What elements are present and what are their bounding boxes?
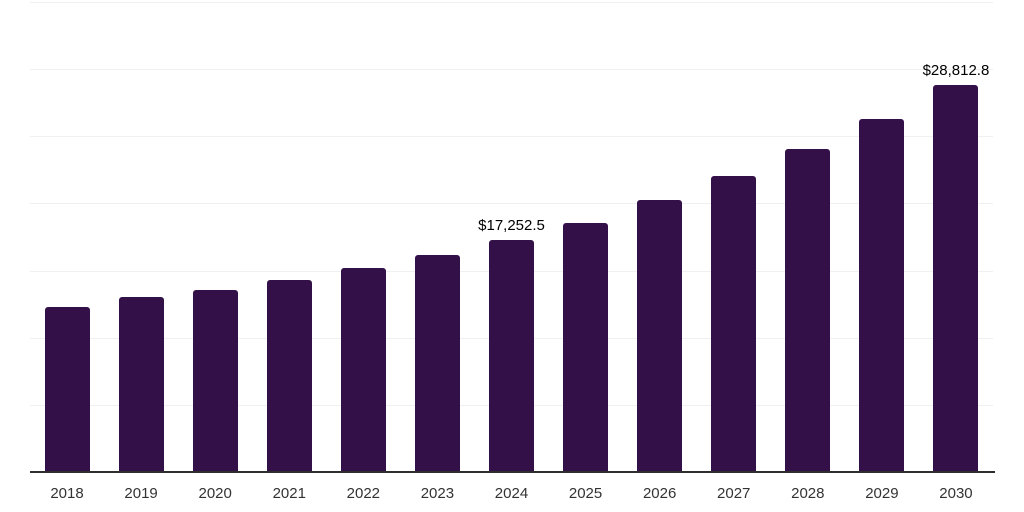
bar-2028 <box>785 148 831 472</box>
bar-2019 <box>118 296 164 472</box>
x-tick-2022: 2022 <box>346 485 381 502</box>
x-tick-2030: 2030 <box>939 485 973 502</box>
bar-2021 <box>266 279 312 472</box>
gridline-30000 <box>30 69 993 70</box>
data-label-2030: $28,812.8 <box>922 62 990 80</box>
bar-2022 <box>340 267 386 472</box>
bar-2024 <box>489 240 534 472</box>
bar-2025 <box>563 222 609 472</box>
x-tick-2019: 2019 <box>124 485 158 502</box>
bar-2023 <box>414 254 460 472</box>
x-tick-2028: 2028 <box>791 485 825 502</box>
gridline-35000 <box>30 2 993 3</box>
x-tick-2020: 2020 <box>198 485 232 502</box>
bar-2029 <box>859 118 905 472</box>
bar-2030 <box>933 85 979 472</box>
x-tick-2018: 2018 <box>50 485 84 502</box>
x-tick-2021: 2021 <box>272 485 306 502</box>
bar-2018 <box>44 306 90 472</box>
gridline-20000 <box>30 203 993 204</box>
x-tick-2029: 2029 <box>865 485 899 502</box>
data-label-2024: $17,252.5 <box>478 217 545 235</box>
bar-2026 <box>637 199 683 472</box>
x-tick-2024: 2024 <box>494 485 529 502</box>
bar-2027 <box>711 175 757 472</box>
x-tick-2023: 2023 <box>420 485 455 502</box>
x-tick-2026: 2026 <box>642 485 677 502</box>
x-tick-2027: 2027 <box>717 485 751 502</box>
gridline-25000 <box>30 136 993 137</box>
bar-2020 <box>192 289 238 472</box>
x-tick-2025: 2025 <box>568 485 603 502</box>
